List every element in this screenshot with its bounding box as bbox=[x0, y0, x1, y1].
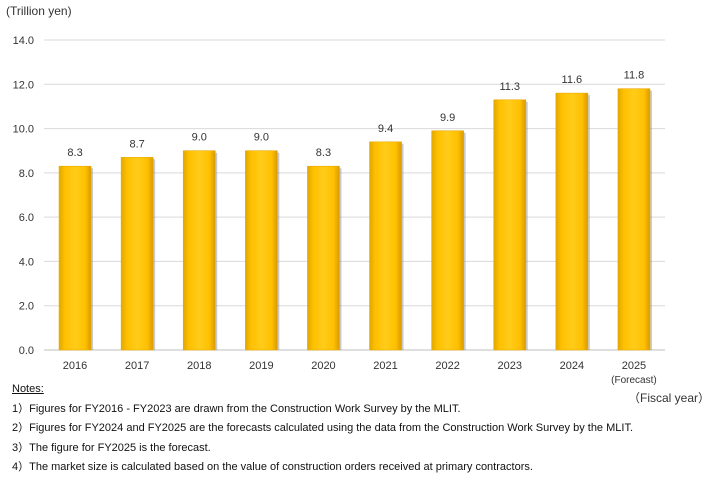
bar-value-label: 9.0 bbox=[192, 132, 207, 144]
bar bbox=[369, 141, 402, 351]
bar-value-label: 9.0 bbox=[254, 132, 269, 144]
bar-value-label: 11.3 bbox=[499, 81, 520, 93]
bars: 8.3 8.7 9.0 9.0 8.3 9.4 9.9 11.3 11.6 11.8 bbox=[58, 70, 652, 351]
x-tick-label: 2016 bbox=[63, 360, 87, 372]
y-axis-unit-label: (Trillion yen) bbox=[6, 4, 72, 18]
bar bbox=[58, 165, 92, 351]
bar bbox=[182, 150, 216, 351]
x-tick-label: 2017 bbox=[125, 360, 149, 372]
bar-value-label: 8.3 bbox=[67, 147, 82, 159]
bar bbox=[120, 157, 154, 351]
bar-value-label: 8.3 bbox=[316, 147, 331, 159]
bar-value-label: 9.9 bbox=[440, 112, 455, 124]
notes: Notes: 1）Figures for FY2016 - FY2023 are… bbox=[12, 380, 633, 478]
notes-title: Notes: bbox=[12, 383, 44, 395]
y-tick-label: 14.0 bbox=[13, 35, 34, 47]
note-item: 2）Figures for FY2024 and FY2025 are the … bbox=[12, 422, 634, 434]
x-tick-label: 2018 bbox=[187, 360, 211, 372]
bar bbox=[307, 165, 340, 351]
y-tick-label: 8.0 bbox=[19, 168, 34, 180]
x-tick-sublabel: (Forecast) bbox=[611, 375, 657, 386]
bar bbox=[493, 99, 527, 351]
x-tick-label: 2024 bbox=[560, 360, 584, 372]
bar bbox=[617, 88, 651, 351]
note-item: 4）The market size is calculated based on… bbox=[12, 461, 533, 473]
y-tick-label: 2.0 bbox=[19, 301, 34, 313]
y-tick-label: 10.0 bbox=[13, 124, 34, 136]
note-item: 3）The figure for FY2025 is the forecast. bbox=[12, 441, 211, 454]
y-tick-label: 6.0 bbox=[19, 212, 34, 224]
y-tick-label: 4.0 bbox=[19, 256, 34, 268]
note-item: 1）Figures for FY2016 - FY2023 are drawn … bbox=[12, 402, 461, 415]
x-tick-label: 2022 bbox=[435, 360, 459, 372]
y-tick-label: 0.0 bbox=[19, 345, 34, 357]
x-tick-label: 2021 bbox=[373, 360, 397, 372]
x-tick-label: 2020 bbox=[311, 360, 335, 372]
bar-value-label: 11.8 bbox=[624, 70, 645, 82]
x-axis-ticks: 2016 2017 2018 2019 2020 2021 2022 2023 2024 2025… bbox=[63, 360, 657, 386]
y-tick-label: 12.0 bbox=[13, 79, 34, 91]
x-tick-label: 2025 bbox=[622, 360, 646, 372]
x-tick-label: 2023 bbox=[498, 360, 522, 372]
bar bbox=[245, 150, 278, 351]
bar-value-label: 9.4 bbox=[378, 123, 393, 135]
x-axis-unit-label: （Fiscal year） bbox=[628, 391, 708, 405]
bar-value-label: 11.6 bbox=[562, 74, 583, 86]
bar bbox=[431, 130, 464, 351]
y-axis-ticks: 0.0 2.0 4.0 6.0 8.0 10.0 12.0 14.0 bbox=[13, 35, 34, 357]
x-tick-label: 2019 bbox=[249, 360, 273, 372]
bar-value-label: 8.7 bbox=[130, 138, 145, 150]
bar bbox=[555, 92, 589, 351]
